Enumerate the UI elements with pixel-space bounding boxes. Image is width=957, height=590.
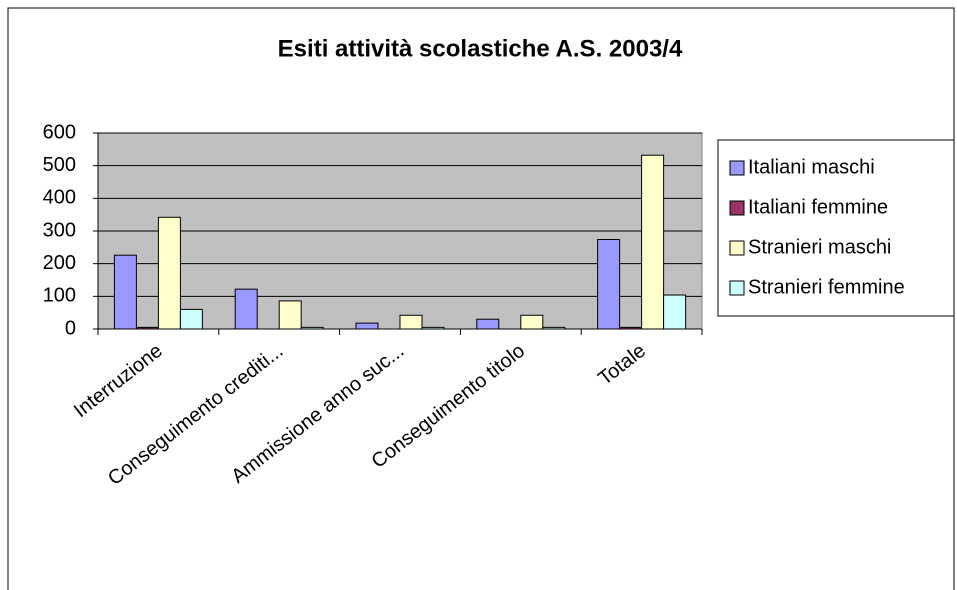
y-tick-label: 200 [43, 252, 76, 274]
legend-swatch [729, 200, 745, 216]
bar [135, 326, 159, 330]
bar [234, 288, 258, 330]
y-tick-label: 0 [65, 317, 76, 339]
bar [520, 314, 544, 330]
bar [597, 238, 621, 330]
bar [542, 326, 566, 330]
y-tick-label: 300 [43, 219, 76, 241]
legend-label: Italiani maschi [748, 156, 875, 178]
bar [421, 326, 445, 330]
bar [399, 314, 423, 330]
y-tick-label: 400 [43, 187, 76, 209]
bar [355, 322, 379, 330]
legend-label: Italiani femmine [748, 196, 888, 218]
bar [641, 154, 665, 330]
y-tick-label: 500 [43, 154, 76, 176]
bar [179, 308, 203, 330]
y-tick-label: 100 [43, 285, 76, 307]
bar [113, 254, 137, 330]
y-tick-label: 600 [43, 121, 76, 143]
legend-swatch [729, 240, 745, 256]
bar [278, 300, 302, 330]
chart-title: Esiti attività scolastiche A.S. 2003/4 [278, 35, 683, 62]
bar [663, 294, 687, 330]
bar [619, 326, 643, 330]
legend-swatch [729, 280, 745, 296]
legend-swatch [729, 160, 745, 176]
legend-box [717, 139, 955, 317]
bar [157, 216, 181, 330]
bar [300, 326, 324, 330]
legend-label: Stranieri maschi [748, 236, 891, 258]
legend-label: Stranieri femmine [748, 276, 905, 298]
bar [476, 318, 500, 330]
